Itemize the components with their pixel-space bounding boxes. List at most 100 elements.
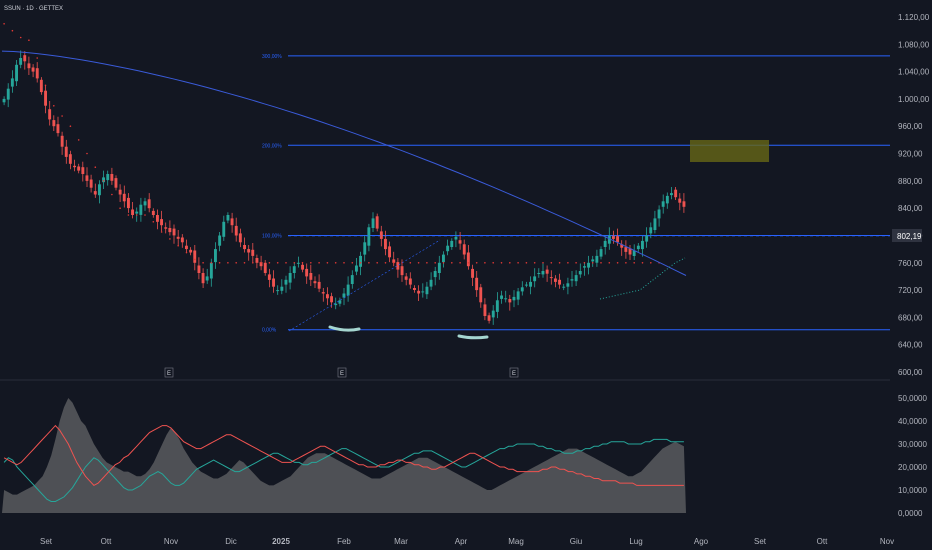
trailing-stop-dot (169, 238, 171, 240)
trailing-stop-dot (484, 262, 486, 264)
trailing-stop-dot (384, 262, 387, 264)
candle-body (516, 291, 520, 300)
trailing-stop-dot (210, 262, 213, 264)
trailing-stop-dot (326, 262, 329, 264)
price-tick-label: 760,00 (898, 259, 923, 268)
candle-body (106, 174, 110, 181)
price-tick-label: 840,00 (898, 204, 923, 213)
green-dotted-line (599, 257, 686, 300)
candle-body (624, 247, 628, 252)
time-tick-label: Nov (164, 537, 178, 546)
time-axis[interactable]: Set Ott Nov Dic 2025 Feb Mar Apr Mag Giu Lug Ago Set… (40, 537, 894, 546)
trailing-stop-dot (625, 262, 627, 264)
trailing-stop-dot (202, 262, 204, 264)
candle-body (31, 67, 35, 72)
candle-body (500, 295, 503, 299)
trailing-stop-dot (616, 262, 619, 264)
trailing-stop-dot (127, 214, 130, 216)
candle-body (102, 177, 105, 183)
candle-body (562, 286, 566, 288)
trailing-stop-dot (268, 262, 271, 264)
candle-body (64, 146, 68, 157)
candle-body (558, 279, 561, 285)
candle-body (139, 204, 143, 215)
candle-body (665, 195, 669, 204)
trailing-stop-dot (77, 139, 80, 141)
candle-body (189, 249, 193, 253)
trailing-stop-dot (61, 115, 63, 117)
candle-body (226, 215, 230, 221)
candle-body (437, 262, 441, 273)
candle-body (678, 198, 682, 203)
candle-body (39, 79, 43, 93)
candle-body (160, 219, 163, 226)
candle-body (587, 262, 590, 268)
osc-tick-label: 40,0000 (898, 417, 927, 426)
candle-body (375, 216, 379, 229)
candle-body (466, 252, 470, 267)
candle-body (313, 281, 317, 284)
candle-body (442, 254, 445, 263)
candle-body (632, 250, 636, 256)
osc-tick-label: 10,0000 (898, 486, 927, 495)
trailing-stop-dot (525, 262, 528, 264)
candle-body (98, 184, 101, 196)
candle-body (657, 209, 661, 219)
candle-body (238, 233, 242, 243)
candle-body (2, 98, 6, 103)
fib-trend-line (288, 239, 441, 332)
trailing-stop-dot (351, 262, 354, 264)
earnings-label: E (167, 371, 171, 377)
candle-body (44, 90, 47, 106)
candle-body (641, 240, 644, 250)
candle-body (234, 225, 238, 236)
price-tick-label: 680,00 (898, 313, 923, 322)
candle-body (267, 274, 271, 280)
trailing-stop-dot (376, 262, 379, 264)
fib-label: 100,00% (262, 234, 282, 240)
candle-body (296, 262, 300, 264)
trailing-stop-dot (583, 262, 586, 264)
oscillator-axis[interactable]: 50,0000 40,0000 30,0000 20,0000 10,0000 0,000… (898, 394, 927, 518)
price-tick-label: 640,00 (898, 341, 923, 350)
candle-body (566, 283, 570, 287)
trailing-stop-dot (44, 84, 47, 87)
osc-green-line (3, 438, 684, 502)
fib-label: 300,00% (262, 54, 282, 60)
candle-body (77, 166, 81, 171)
candle-body (479, 287, 483, 303)
candle-body (346, 284, 350, 296)
candle-body (205, 276, 209, 281)
candle-body (628, 248, 632, 255)
candle-body (218, 235, 222, 246)
candle-body (73, 165, 76, 168)
candle-body (404, 276, 408, 280)
osc-tick-label: 0,0000 (898, 509, 923, 518)
trailing-stop-dot (152, 221, 155, 223)
candle-body (599, 249, 603, 257)
candle-body (682, 201, 686, 207)
time-tick-label: 2025 (272, 537, 290, 546)
candle-body (583, 266, 586, 268)
candle-body (135, 211, 139, 214)
candle-body (462, 244, 466, 255)
candle-body (541, 271, 545, 275)
trailing-stop-dot (442, 262, 445, 264)
candle-body (612, 235, 615, 239)
fib-levels: 0,00% 100,00% 200,00% 300,00% (262, 54, 890, 334)
candle-body (342, 293, 346, 298)
price-tick-label: 1.000,00 (898, 95, 930, 104)
candle-body (85, 175, 89, 181)
candle-body (392, 259, 396, 263)
candle-body (616, 236, 619, 243)
candle-body (504, 298, 508, 300)
candle-body (574, 275, 578, 282)
trailing-stop-dot (600, 262, 602, 264)
osc-tick-label: 30,0000 (898, 440, 927, 449)
trailing-stop-dot (3, 23, 5, 25)
candle-body (545, 269, 549, 274)
candle-body (251, 249, 255, 256)
candle-body (458, 240, 462, 244)
trailing-stop-dot (69, 125, 72, 127)
